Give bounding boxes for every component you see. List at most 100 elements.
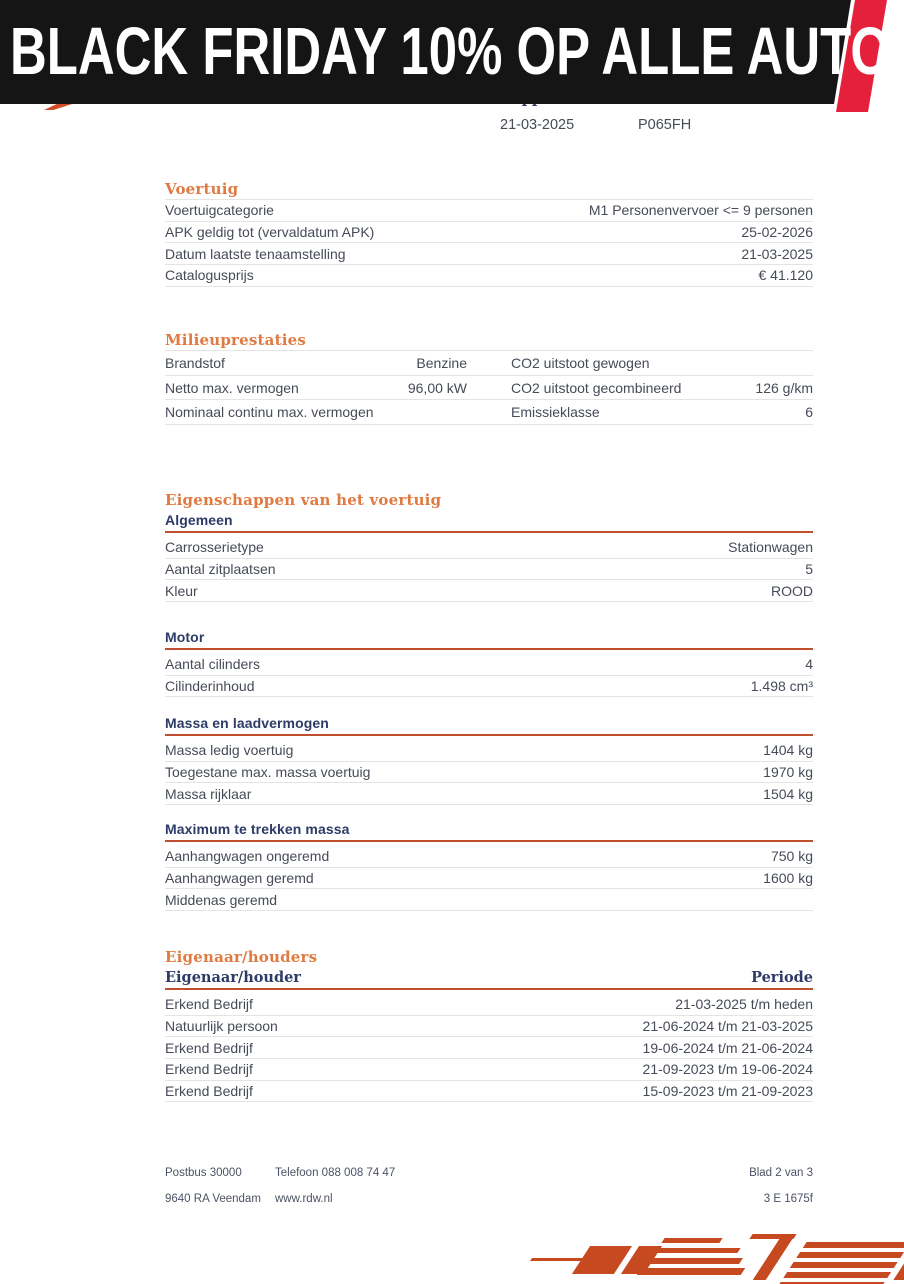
algemeen-table: Carrosserietype Stationwagen Aantal zitp… [165,537,813,603]
column-header-owner: Eigenaar/houder [165,969,301,986]
row-value: 1404 kg [763,742,813,759]
owner-period: 15-09-2023 t/m 21-09-2023 [642,1083,813,1100]
row-value: 126 g/km [755,379,813,396]
owner-type: Erkend Bedrijf [165,1061,253,1078]
table-row: Catalogusprijs € 41.120 [165,265,813,287]
section-title: Voertuig [165,180,239,198]
milieu-table: Brandstof Benzine CO2 uitstoot gewogen N… [165,350,813,426]
row-label: Kleur [165,582,198,599]
subsection-title-algemeen: Algemeen [165,512,813,533]
row-value: € 41.120 [758,267,814,284]
row-label: APK geldig tot (vervaldatum APK) [165,224,375,241]
table-row: Toegestane max. massa voertuig 1970 kg [165,762,813,784]
row-value: 5 [805,561,813,578]
table-row: Nominaal continu max. vermogen Emissiekl… [165,400,813,426]
row-value: 1504 kg [763,785,813,802]
subsection-motor: Motor Aantal cilinders 4 Cilinderinhoud … [165,629,813,698]
section-title: Eigenschappen van het voertuig [165,491,442,509]
banner-background [0,0,851,104]
table-row: Aantal zitplaatsen 5 [165,559,813,581]
footer-city: 9640 RA Veendam [165,1193,261,1205]
section-title: Eigenaar/houders [165,948,318,966]
black-friday-ad-banner[interactable]: BLACK FRIDAY 10% OP ALLE AUTO’S [0,0,904,112]
section-milieuprestaties: Milieuprestaties Brandstof Benzine CO2 u… [165,331,813,426]
row-label: Brandstof [165,354,225,371]
row-label: CO2 uitstoot gewogen [511,354,650,371]
footer-line-1: Postbus 30000 Telefoon 088 008 74 47 Bla… [165,1167,813,1193]
table-row: Massa ledig voertuig 1404 kg [165,740,813,762]
table-row: Netto max. vermogen 96,00 kW CO2 uitstoo… [165,376,813,401]
table-row: Erkend Bedrijf 19-06-2024 t/m 21-06-2024 [165,1037,813,1060]
owner-period: 21-03-2025 t/m heden [675,996,813,1013]
owners-table-header: Eigenaar/houder Periode [165,969,813,990]
row-label: Datum laatste tenaamstelling [165,245,346,262]
subsection-title-trekken: Maximum te trekken massa [165,821,813,842]
row-label: Voertuigcategorie [165,202,274,219]
banner-headline: BLACK FRIDAY 10% OP ALLE AUTO’S [10,14,904,89]
table-row: Voertuigcategorie M1 Personenvervoer <= … [165,200,813,222]
row-value: 96,00 kW [407,379,467,396]
owner-period: 21-06-2024 t/m 21-03-2025 [642,1018,813,1035]
subsection-massa: Massa en laadvermogen Massa ledig voertu… [165,715,813,806]
row-label: Aantal zitplaatsen [165,561,276,578]
row-label: Catalogusprijs [165,267,254,284]
row-value: 1.498 cm³ [750,678,813,695]
table-row: Erkend Bedrijf 15-09-2023 t/m 21-09-2023 [165,1081,813,1103]
row-label: Toegestane max. massa voertuig [165,764,371,781]
row-label: Nominaal continu max. vermogen [165,404,374,421]
column-header-period: Periode [751,969,813,986]
footer-postbus: Postbus 30000 [165,1167,242,1179]
section-eigenschappen: Eigenschappen van het voertuig Algemeen … [165,491,813,603]
form-code: 3 E 1675f [763,1193,813,1205]
massa-table: Massa ledig voertuig 1404 kg Toegestane … [165,740,813,806]
report-date-value: 21-03-2025 [500,117,575,133]
table-row: Datum laatste tenaamstelling 21-03-2025 [165,243,813,266]
trekken-table: Aanhangwagen ongeremd 750 kg Aanhangwage… [165,846,813,912]
table-row: Cilinderinhoud 1.498 cm³ [165,676,813,698]
row-value: 25-02-2026 [741,224,813,241]
subsection-title-massa: Massa en laadvermogen [165,715,813,736]
footer-line-2: 9640 RA Veendam www.rdw.nl 3 E 1675f [165,1193,813,1219]
subsection-title-motor: Motor [165,629,813,650]
row-label: Netto max. vermogen [165,379,299,396]
owner-type: Erkend Bedrijf [165,996,253,1013]
table-row: Middenas geremd [165,889,813,912]
section-voertuig: Voertuig Voertuigcategorie M1 Personenve… [165,180,813,287]
row-label: Aanhangwagen ongeremd [165,848,330,865]
row-label: CO2 uitstoot gecombineerd [511,379,682,396]
row-value: 1600 kg [763,870,813,887]
row-label: Carrosserietype [165,539,264,556]
owner-type: Natuurlijk persoon [165,1018,278,1035]
owners-table: Erkend Bedrijf 21-03-2025 t/m heden Natu… [165,994,813,1103]
table-row: Aanhangwagen ongeremd 750 kg [165,846,813,868]
row-value: 1970 kg [763,764,813,781]
license-plate-value: P065FH [638,117,692,133]
table-row: Kleur ROOD [165,580,813,603]
row-label: Massa rijklaar [165,785,252,802]
table-row: Massa rijklaar 1504 kg [165,783,813,806]
row-label: Aantal cilinders [165,656,260,673]
owner-period: 21-09-2023 t/m 19-06-2024 [642,1061,813,1078]
table-row: Erkend Bedrijf 21-09-2023 t/m 19-06-2024 [165,1059,813,1081]
row-label: Cilinderinhoud [165,678,255,695]
footer-website: www.rdw.nl [275,1193,333,1205]
footer-phone: Telefoon 088 008 74 47 [275,1167,396,1179]
table-row: Erkend Bedrijf 21-03-2025 t/m heden [165,994,813,1016]
section-eigenaar: Eigenaar/houders Eigenaar/houder Periode… [165,948,813,1103]
table-row: Aanhangwagen geremd 1600 kg [165,868,813,890]
row-value: Stationwagen [728,539,813,556]
owner-period: 19-06-2024 t/m 21-06-2024 [642,1039,813,1056]
table-row: Aantal cilinders 4 [165,654,813,676]
row-value: 6 [805,404,813,421]
row-value: 4 [805,656,813,673]
row-label: Aanhangwagen geremd [165,870,314,887]
row-label: Emissieklasse [511,404,600,421]
page-indicator: Blad 2 van 3 [749,1167,813,1179]
subsection-trekken: Maximum te trekken massa Aanhangwagen on… [165,821,813,912]
dealer-logo-stripes-icon [530,1232,904,1284]
section-title: Milieuprestaties [165,331,306,349]
row-value: 750 kg [770,848,813,865]
owner-type: Erkend Bedrijf [165,1083,253,1100]
row-value: ROOD [771,582,813,599]
